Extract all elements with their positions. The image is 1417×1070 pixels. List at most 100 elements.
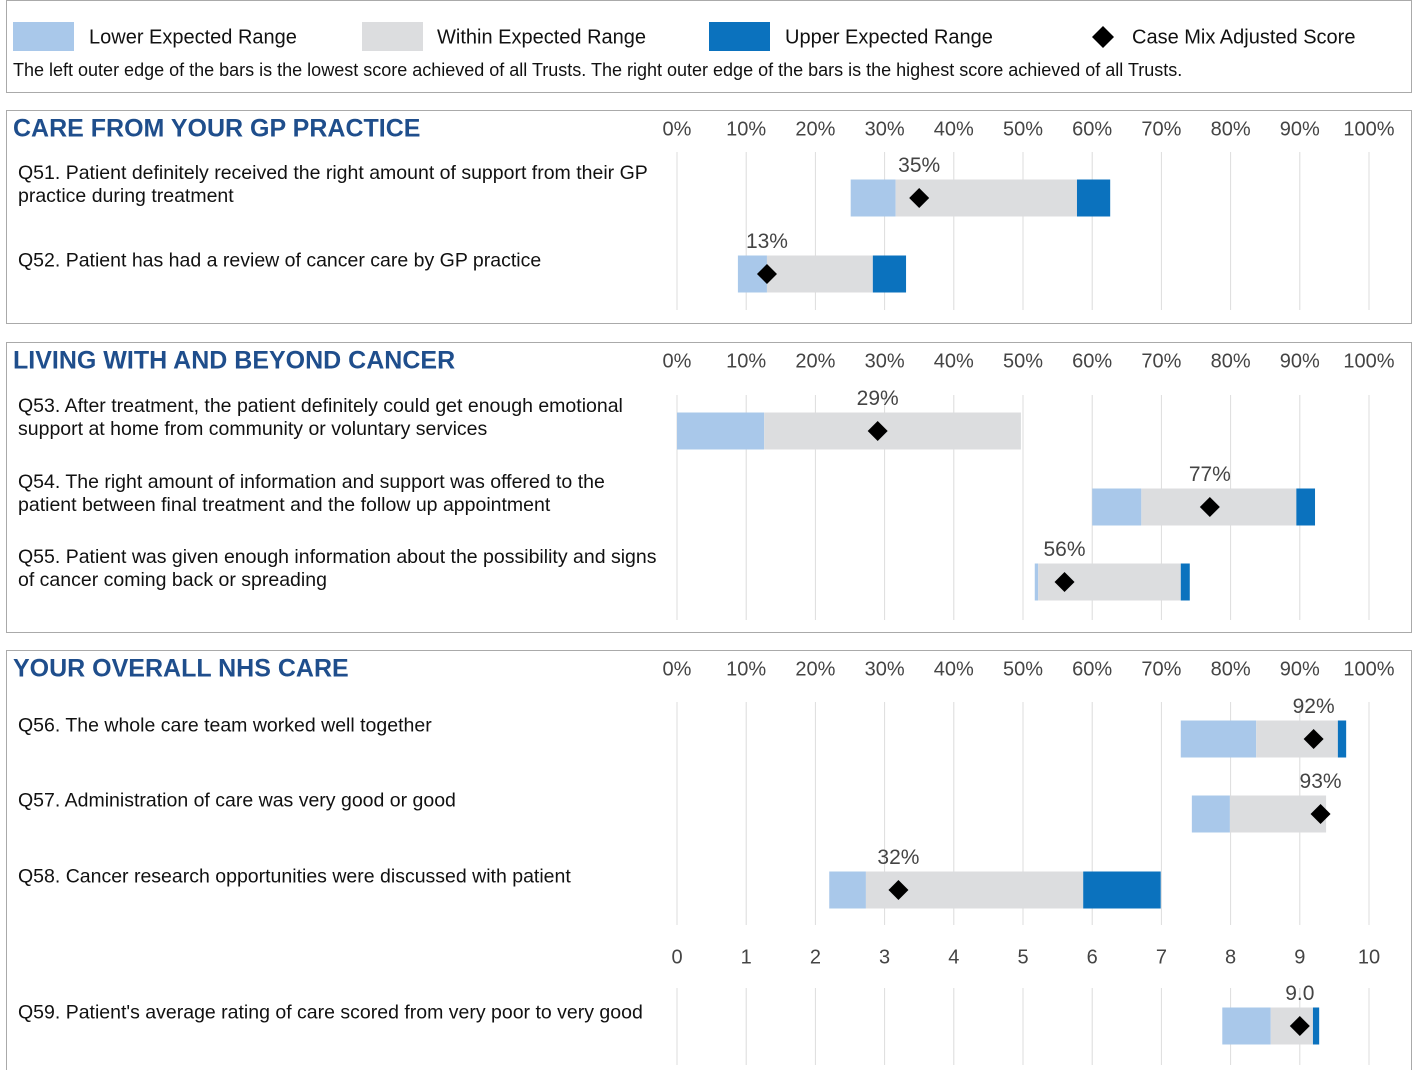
legend-swatch: [362, 22, 423, 51]
score-label: 9.0: [1285, 982, 1314, 1005]
x-tick-label: 80%: [1211, 118, 1251, 140]
section-title: YOUR OVERALL NHS CARE: [13, 655, 349, 683]
legend-diamond: [1092, 26, 1114, 48]
x-tick-label: 60%: [1072, 118, 1112, 140]
section-title: LIVING WITH AND BEYOND CANCER: [13, 347, 455, 375]
x-tick-label: 100%: [1343, 350, 1394, 372]
x-tick-label: 20%: [795, 118, 835, 140]
x-tick-label: 80%: [1211, 350, 1251, 372]
x-tick-label: 40%: [934, 350, 974, 372]
section-box: [6, 650, 1412, 1070]
x-tick-label: 90%: [1280, 118, 1320, 140]
x-tick-label: 1: [741, 946, 752, 968]
lower-range: [677, 412, 765, 450]
legend-label: Case Mix Adjusted Score: [1132, 26, 1355, 48]
section-title: CARE FROM YOUR GP PRACTICE: [13, 115, 420, 143]
score-label: 93%: [1300, 770, 1342, 793]
x-tick-label: 3: [879, 946, 890, 968]
x-tick-label: 70%: [1141, 118, 1181, 140]
x-tick-label: 0%: [663, 658, 692, 680]
lower-range: [1222, 1007, 1271, 1045]
x-tick-label: 100%: [1343, 118, 1394, 140]
x-tick-label: 10%: [726, 658, 766, 680]
upper-range: [1076, 179, 1111, 217]
x-tick-label: 50%: [1003, 350, 1043, 372]
score-marker: [867, 421, 888, 441]
score-marker: [1054, 572, 1075, 592]
x-tick-label: 10%: [726, 118, 766, 140]
upper-range: [1312, 1007, 1320, 1045]
x-tick-label: 70%: [1141, 350, 1181, 372]
x-tick-label: 8: [1225, 946, 1236, 968]
legend-box: [6, 0, 1412, 93]
x-tick-label: 60%: [1072, 350, 1112, 372]
x-tick-label: 0: [671, 946, 682, 968]
score-label: 29%: [857, 387, 899, 410]
upper-range: [1337, 720, 1347, 758]
x-tick-label: 50%: [1003, 658, 1043, 680]
score-label: 92%: [1293, 695, 1335, 718]
lower-range: [1191, 795, 1230, 833]
row-label: Q53. After treatment, the patient defini…: [18, 395, 623, 440]
x-tick-label: 90%: [1280, 350, 1320, 372]
x-tick-label: 30%: [865, 350, 905, 372]
section-box: [6, 110, 1412, 324]
x-tick-label: 4: [948, 946, 959, 968]
lower-range: [829, 871, 866, 909]
score-marker: [1310, 804, 1331, 824]
x-tick-label: 90%: [1280, 658, 1320, 680]
within-range: [1229, 795, 1327, 833]
x-tick-label: 40%: [934, 658, 974, 680]
score-marker: [1303, 729, 1324, 749]
x-tick-label: 80%: [1211, 658, 1251, 680]
section-box: [6, 342, 1412, 633]
x-tick-label: 0%: [663, 350, 692, 372]
x-tick-label: 50%: [1003, 118, 1043, 140]
legend-swatch: [709, 22, 770, 51]
within-range: [1256, 720, 1338, 758]
row-label: Q52. Patient has had a review of cancer …: [18, 249, 542, 272]
score-marker: [909, 188, 930, 208]
legend-label: Lower Expected Range: [89, 26, 297, 48]
row-label: Q59. Patient's average rating of care sc…: [18, 1001, 643, 1024]
legend-label: Upper Expected Range: [785, 26, 993, 48]
row-label: Q55. Patient was given enough informatio…: [18, 546, 657, 591]
score-label: 77%: [1189, 463, 1231, 486]
lower-range: [1034, 563, 1039, 601]
score-label: 56%: [1044, 538, 1086, 561]
x-tick-label: 9: [1294, 946, 1305, 968]
legend-label: Within Expected Range: [437, 26, 646, 48]
x-tick-label: 10: [1358, 946, 1380, 968]
x-tick-label: 10%: [726, 350, 766, 372]
x-tick-label: 20%: [795, 658, 835, 680]
row-label: Q54. The right amount of information and…: [18, 471, 605, 516]
row-label: Q57. Administration of care was very goo…: [18, 789, 456, 812]
x-tick-label: 70%: [1141, 658, 1181, 680]
upper-range: [1296, 488, 1316, 526]
within-range: [766, 255, 873, 293]
score-label: 13%: [746, 230, 788, 253]
x-tick-label: 30%: [865, 118, 905, 140]
x-tick-label: 40%: [934, 118, 974, 140]
x-tick-label: 100%: [1343, 658, 1394, 680]
x-tick-label: 7: [1156, 946, 1167, 968]
lower-range: [1092, 488, 1142, 526]
score-label: 32%: [877, 846, 919, 869]
within-range: [764, 412, 1021, 450]
row-label: Q58. Cancer research opportunities were …: [18, 865, 571, 888]
legend-swatch: [13, 22, 74, 51]
x-tick-label: 0%: [663, 118, 692, 140]
score-marker: [1289, 1016, 1310, 1036]
x-tick-label: 2: [810, 946, 821, 968]
upper-range: [1083, 871, 1161, 909]
x-tick-label: 30%: [865, 658, 905, 680]
score-marker: [888, 880, 909, 900]
score-label: 35%: [898, 154, 940, 177]
x-tick-label: 5: [1017, 946, 1028, 968]
legend-note: The left outer edge of the bars is the l…: [13, 60, 1182, 80]
upper-range: [1180, 563, 1190, 601]
lower-range: [1180, 720, 1257, 758]
score-marker: [756, 264, 777, 284]
